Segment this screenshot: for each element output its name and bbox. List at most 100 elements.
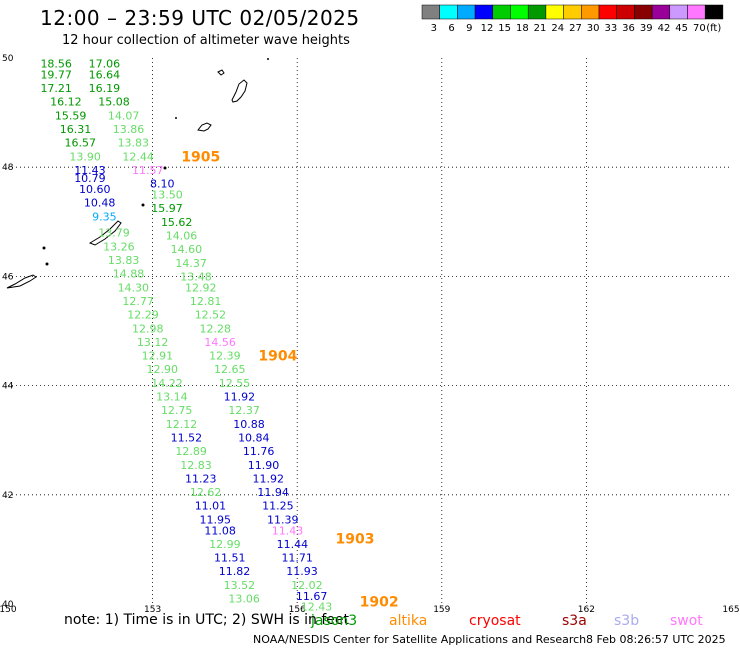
wave-height-value: 12.02 [291,579,323,592]
legend-label: 33 [604,23,617,34]
wave-height-value: 13.52 [224,579,256,592]
legend-label: 39 [640,23,653,34]
wave-height-value: 11.67 [296,590,328,603]
lon-tick-label: 162 [578,605,595,615]
lon-tick-label: 159 [433,605,450,615]
legend-swatch [474,4,494,20]
page-subtitle: 12 hour collection of altimeter wave hei… [62,33,350,48]
wave-height-value: 11.08 [204,524,236,537]
cyclone-label: 1903 [336,531,375,547]
coastline [6,58,269,289]
wave-height-value: 12.12 [166,418,198,431]
wave-height-value: 13.26 [103,240,135,253]
legend-label: 9 [466,23,472,34]
legend-swatch [457,4,476,20]
legend-label: 30 [587,23,600,34]
wave-height-value: 11.93 [286,565,318,578]
legend-swatch [527,4,547,20]
color-legend: 3 6 9 12 15 18 21 24 27 30 33 36 39 42 45 70 (ft) [421,4,724,34]
wave-height-value: 15.62 [161,216,193,229]
wave-height-value: 12.81 [190,295,222,308]
wave-height-value: 13.50 [151,189,183,202]
wave-height-value: 15.59 [55,109,87,122]
wave-height-value: 12.99 [209,538,241,551]
island-west-1 [6,274,37,289]
wave-height-value: 11.94 [257,486,289,499]
wave-height-value: 13.14 [156,391,188,404]
wave-height-value: 14.30 [118,281,150,294]
islet-1 [267,58,269,60]
wave-height-value: 14.56 [204,336,236,349]
legend-swatch [598,4,617,20]
wave-height-value: 11.82 [219,565,251,578]
wave-height-value: 16.12 [50,96,82,109]
legend-label: 6 [448,23,454,34]
wave-height-value: 13.06 [228,593,260,606]
lat-tick-label: 44 [2,382,14,392]
wave-height-value: 11.01 [195,500,227,513]
sat-label-s3a: s3a [562,613,587,629]
wave-height-value: 11.57 [132,164,164,177]
legend-swatch [687,4,706,20]
cyclone-labels: 1905 1904 1903 1902 [181,149,398,610]
sat-label-swot: swot [670,613,703,629]
wave-height-value: 8.10 [150,178,175,191]
page-title: 12:00 – 23:59 UTC 02/05/2025 [40,6,360,30]
wave-height-value: 12.65 [214,363,246,376]
wave-height-value: 10.79 [74,172,106,185]
wave-height-value: 16.31 [60,123,92,136]
islet-5 [42,246,46,250]
wave-height-value: 14.37 [175,257,207,270]
wave-height-value: 11.43 [74,164,106,177]
lat-tick-label: 42 [2,491,13,501]
wave-height-value: 15.97 [151,202,183,215]
lon-tick-label: 150 [0,605,17,615]
islet-6 [45,262,49,266]
legend-label: 45 [675,23,688,34]
wave-height-value: 14.60 [171,243,203,256]
wave-height-value: 15.08 [98,96,130,109]
sat-label-altika: altika [389,613,428,629]
legend-swatch [581,4,600,20]
island-north-3 [197,122,212,132]
wave-height-value: 12.44 [122,150,154,163]
island-north-2 [231,79,248,103]
footer-note: note: 1) Time is in UTC; 2) SWH is in fe… [64,612,350,628]
legend-swatch [634,4,653,20]
wave-height-value: 12.62 [190,486,222,499]
wave-height-value: 19.77 [40,68,72,81]
wave-height-value: 11.25 [262,500,294,513]
wave-height-value: 14.07 [108,109,140,122]
islet-3 [163,166,167,170]
wave-height-value: 12.29 [127,309,159,322]
wave-height-value: 12.90 [146,363,178,376]
wave-height-value: 10.60 [79,183,111,196]
wave-height-value: 12.39 [209,350,241,363]
legend-swatch [651,4,671,20]
cyclone-label: 1904 [258,349,297,365]
wave-height-value: 12.83 [180,459,212,472]
legend-label: 12 [481,23,494,34]
legend-swatch [421,4,440,20]
wave-height-value: 16.19 [89,82,121,95]
island-mid-1 [88,220,122,246]
wave-height-value: 10.48 [84,197,116,210]
wave-observations: 18.56 17.06 19.77 16.64 17.21 16.19 16.12 15.08… [40,57,332,613]
wave-height-value: 12.43 [301,601,333,614]
legend-swatch [669,4,688,20]
wave-height-value: 12.89 [175,445,207,458]
wave-height-value: 13.79 [98,227,130,240]
wave-height-value: 10.88 [233,418,265,431]
legend-swatch [563,4,582,20]
wave-height-value: 9.35 [92,210,117,223]
wave-height-value: 12.52 [195,309,227,322]
credit-text: NOAA/NESDIS Center for Satellite Applica… [253,633,587,646]
wave-height-value: 12.98 [132,322,164,335]
legend-label: 24 [551,23,564,34]
legend-label: 70 [693,23,706,34]
wave-height-value: 11.44 [277,538,309,551]
wave-height-value: 11.23 [185,472,217,485]
wave-height-value: 13.90 [69,150,101,163]
wave-height-value: 11.52 [171,431,203,444]
legend-label: 27 [569,23,582,34]
